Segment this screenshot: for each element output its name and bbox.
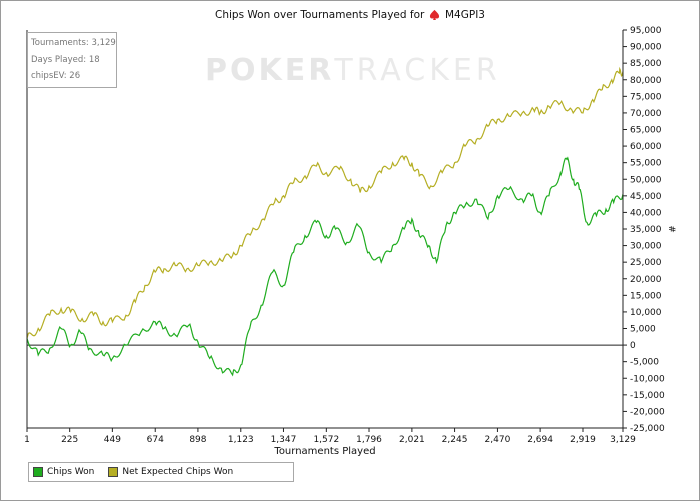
y-tick-label: -20,000 [630,407,665,417]
stat-chipsev: chipsEV: 26 [31,71,81,81]
x-tick-label: 1,347 [271,435,297,445]
y-tick-label: 85,000 [630,59,662,69]
x-tick-label: 2,919 [570,435,596,445]
x-tick-label: 1,796 [356,435,382,445]
x-tick-label: 674 [147,435,164,445]
legend-swatch-chips-won [33,467,43,477]
y-tick-label: 40,000 [630,208,662,218]
x-tick-label: 2,245 [442,435,468,445]
chart-title-text: Chips Won over Tournaments Played for [215,9,425,21]
y-tick-label: 20,000 [630,275,662,285]
y-tick-label: 45,000 [630,192,662,202]
y-tick-label: 75,000 [630,92,662,102]
y-tick-label: 15,000 [630,291,662,301]
x-tick-label: 225 [61,435,78,445]
legend: Chips Won Net Expected Chips Won [28,462,294,482]
y-tick-label: 5,000 [630,325,656,335]
y-tick-label: 70,000 [630,109,662,119]
series-line-net-expected [26,66,624,339]
legend-swatch-net-expected [108,467,119,477]
stat-days-played: Days Played: 18 [31,54,100,65]
y-tick-label: -5,000 [630,358,659,368]
axes-group: 95,000 90,000 85,000 80,000 75,000 70,000 65,0… [24,26,665,445]
y-tick-label: 95,000 [630,26,662,36]
y-tick-label: -15,000 [630,391,665,401]
x-tick-label: 449 [104,435,121,445]
legend-label-net-expected: Net Expected Chips Won [122,467,234,477]
stats-box: Tournaments: 3,129 Days Played: 18 chips… [27,32,117,88]
x-tick-label: 1 [24,435,30,445]
x-tick-label: 3,129 [610,435,636,445]
x-tick-label: 2,470 [485,435,511,445]
y-tick-label: 25,000 [630,258,662,268]
stat-tournaments: Tournaments: 3,129 [31,38,116,48]
x-tick-label: 898 [189,435,206,445]
x-axis-title: Tournaments Played [274,446,376,457]
x-tick-label: 1,572 [313,435,339,445]
y-tick-label: 65,000 [630,126,662,136]
chart-title: Chips Won over Tournaments Played for M4… [0,9,700,21]
series-group [26,66,624,377]
y-tick-label: -10,000 [630,374,665,384]
y-tick-label: 80,000 [630,76,662,86]
legend-item-chips-won[interactable]: Chips Won [33,467,94,477]
y-tick-label: 55,000 [630,159,662,169]
y-tick-label: 60,000 [630,142,662,152]
y-tick-label: 30,000 [630,242,662,252]
y-tick-label: -25,000 [630,424,665,434]
y-axis-title: # [666,225,676,233]
x-tick-label: 2,021 [399,435,425,445]
player-network-icon [429,9,439,20]
y-tick-label: 10,000 [630,308,662,318]
player-name: M4GPI3 [445,9,485,21]
legend-item-net-expected[interactable]: Net Expected Chips Won [108,467,233,477]
y-tick-label: 0 [630,341,636,351]
legend-label-chips-won: Chips Won [47,467,95,477]
x-tick-label: 2,694 [527,435,553,445]
x-tick-label: 1,123 [228,435,254,445]
series-line-chips-won [26,156,624,377]
y-tick-label: 90,000 [630,43,662,53]
y-tick-label: 50,000 [630,175,662,185]
y-tick-label: 35,000 [630,225,662,235]
